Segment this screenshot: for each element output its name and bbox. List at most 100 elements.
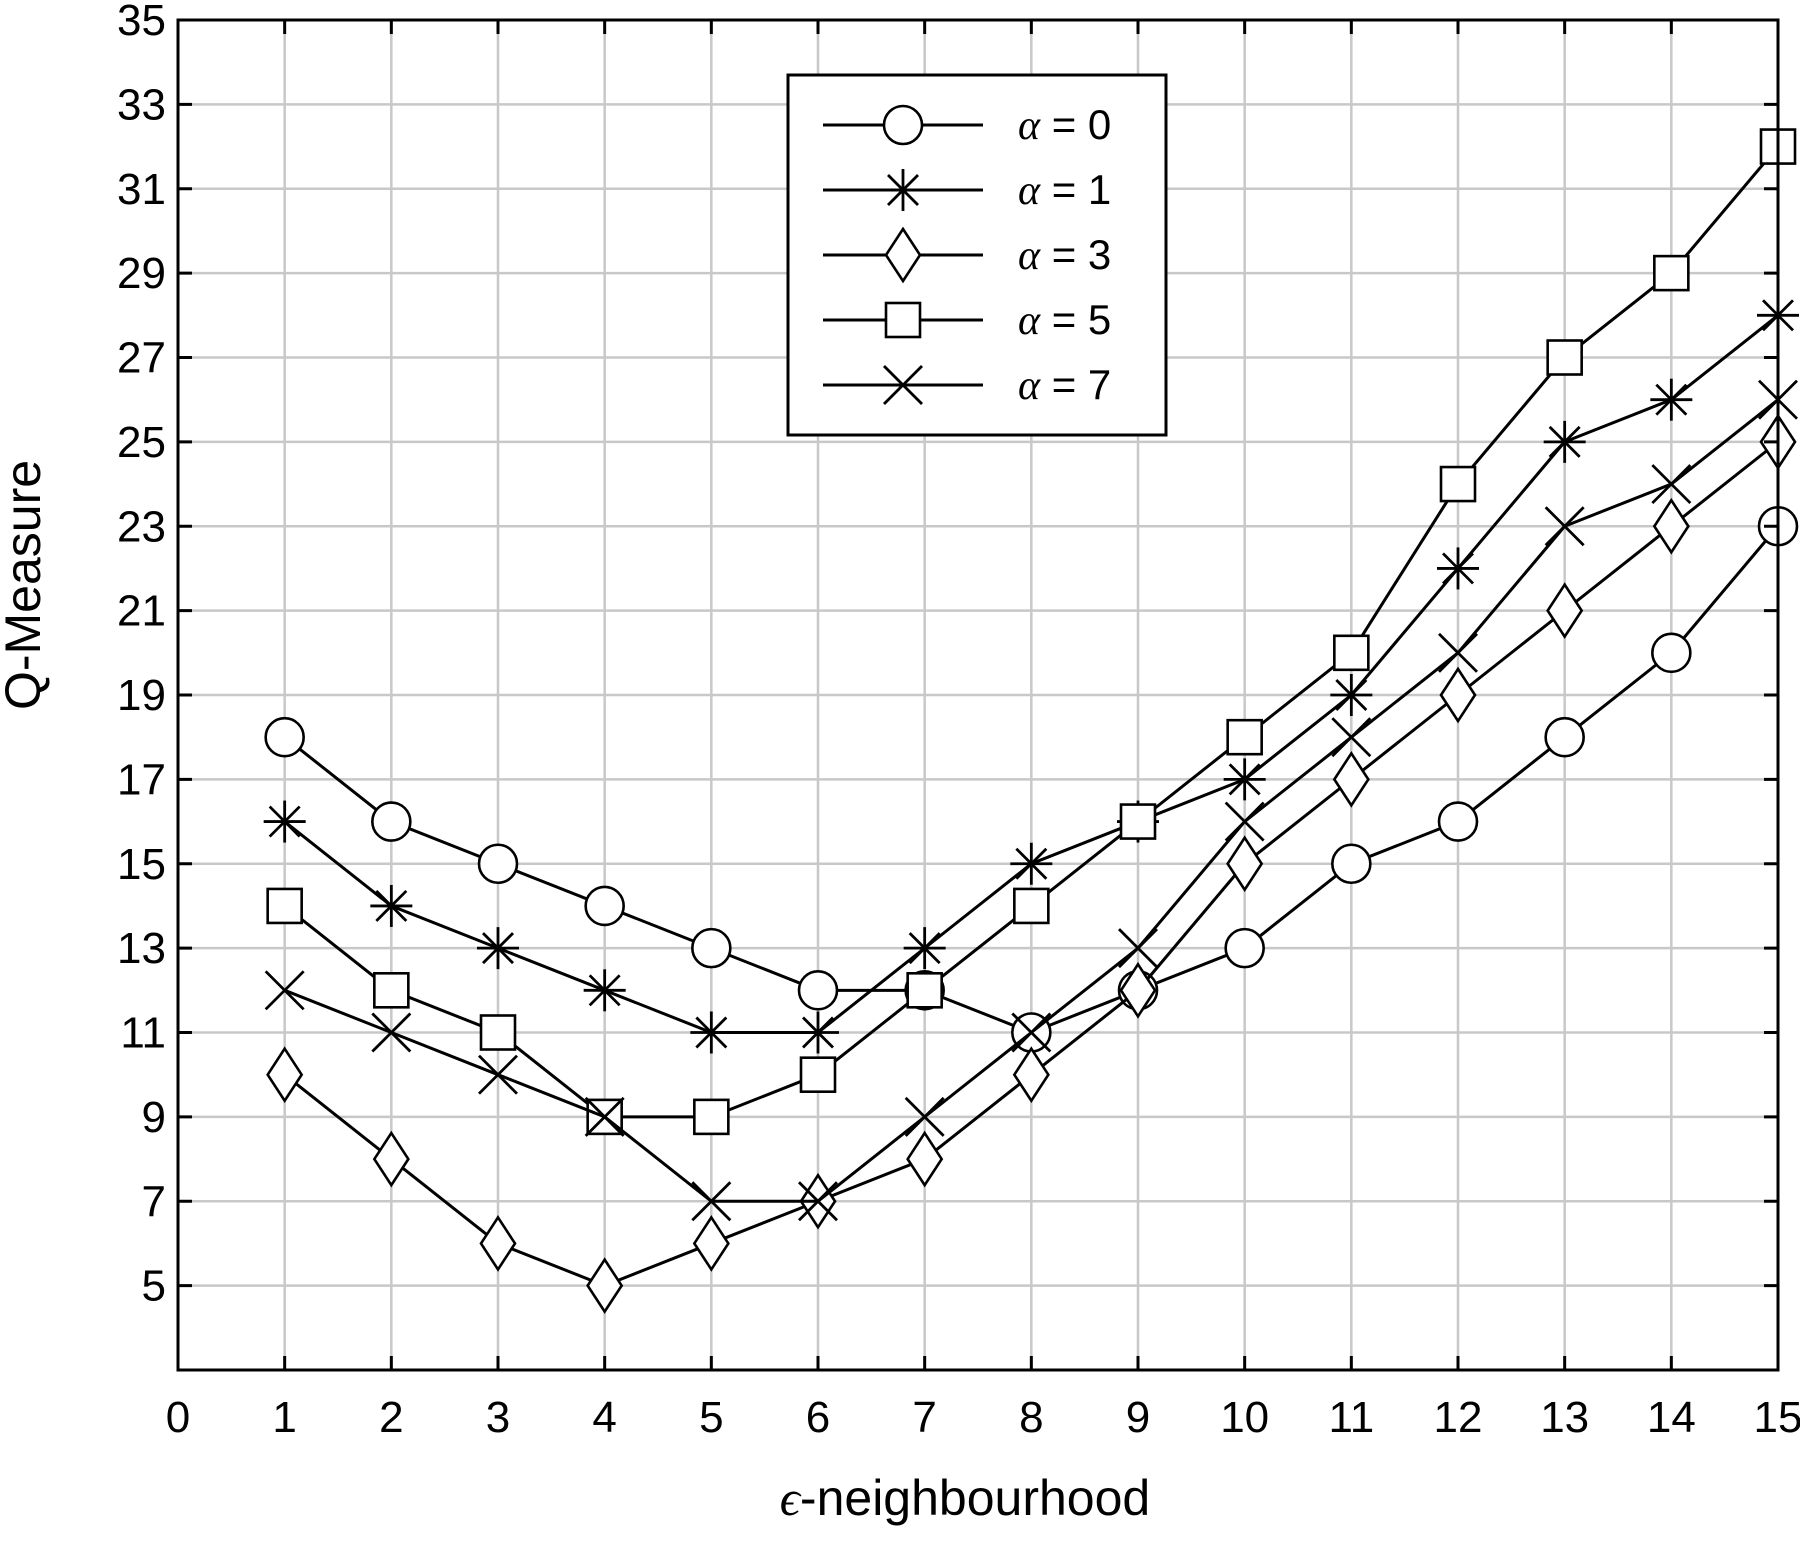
marker-stroke (264, 970, 305, 1011)
data-point-x (1651, 464, 1692, 505)
x-tick-label: 2 (379, 1393, 403, 1442)
x-tick-label: 10 (1220, 1393, 1269, 1442)
data-point-square (799, 1056, 837, 1093)
y-tick-label: 29 (117, 249, 166, 298)
data-point-square (906, 972, 943, 1009)
legend-label-suffix: = 5 (1040, 296, 1111, 343)
marker-stroke (268, 805, 301, 838)
data-point-x (1011, 1012, 1052, 1053)
data-point-circle (1224, 927, 1265, 969)
x-tick-label: 4 (592, 1393, 616, 1442)
y-tick-label: 11 (120, 1009, 166, 1058)
legend-item: α = 1 (823, 166, 1111, 214)
data-point-asterisk (903, 927, 946, 970)
data-point-asterisk (1010, 842, 1053, 885)
marker-stroke (908, 932, 941, 965)
legend-label-symbol: α (1018, 363, 1041, 409)
legend-label-symbol: α (1018, 168, 1041, 214)
x-tick-label: 9 (1126, 1393, 1150, 1442)
data-point-square (1333, 634, 1370, 672)
data-point-circle (797, 970, 839, 1011)
data-point-circle (584, 885, 625, 927)
marker-stroke (798, 1181, 838, 1222)
x-tick-label: 6 (806, 1393, 830, 1442)
series-4 (264, 379, 1798, 1222)
data-point-square (1653, 254, 1690, 292)
x-tick-label: 13 (1540, 1393, 1589, 1442)
x-tick-label: 14 (1647, 1393, 1696, 1442)
data-point-x (584, 1096, 625, 1137)
data-point-square (1546, 339, 1583, 376)
data-point-diamond (266, 1046, 304, 1104)
x-tick-label: 3 (486, 1393, 510, 1442)
x-tick-label: 5 (699, 1393, 723, 1442)
data-point-x (1544, 506, 1585, 547)
x-axis-label-symbol: ϵ (780, 1470, 802, 1526)
x-tick-label: 11 (1328, 1393, 1374, 1442)
x-axis-label: ϵ-neighbourhood (780, 1470, 1150, 1526)
legend-item: α = 0 (823, 101, 1111, 149)
data-point-asterisk (797, 1011, 839, 1054)
marker-stroke (802, 1016, 834, 1049)
legend-item: α = 5 (823, 296, 1111, 344)
data-point-x (1224, 801, 1265, 842)
data-point-diamond (1652, 497, 1690, 555)
x-tick-label: 12 (1434, 1393, 1483, 1442)
legend-label-suffix: = 7 (1040, 361, 1111, 408)
y-tick-label: 27 (117, 334, 166, 383)
x-axis-label-text: -neighbourhood (800, 1470, 1150, 1526)
marker-stroke (1655, 383, 1688, 416)
marker-stroke (691, 1181, 732, 1222)
data-point-x (264, 970, 305, 1011)
legend-label: α = 7 (1018, 361, 1111, 409)
marker-stroke (1335, 679, 1368, 711)
data-point-x (1438, 632, 1478, 673)
legend-label-suffix: = 0 (1040, 101, 1111, 148)
series-2 (266, 413, 1797, 1315)
legend-label: α = 5 (1018, 296, 1111, 344)
marker-stroke (904, 1096, 945, 1137)
data-point-asterisk (583, 969, 626, 1012)
data-point-circle (691, 927, 732, 969)
y-axis-label: Q-Measure (0, 460, 51, 710)
data-point-square (1119, 803, 1157, 840)
legend-label-suffix: = 3 (1040, 231, 1111, 278)
marker-stroke (1011, 1012, 1052, 1053)
data-point-diamond (1546, 582, 1584, 640)
data-point-diamond (372, 1130, 410, 1188)
x-tick-label: 1 (272, 1393, 296, 1442)
data-point-asterisk (477, 927, 519, 970)
data-point-asterisk (1650, 378, 1693, 421)
data-point-square (373, 972, 410, 1009)
data-point-circle (1651, 632, 1692, 674)
y-tick-label: 21 (117, 587, 166, 636)
data-point-asterisk (690, 1011, 733, 1054)
series-3 (266, 128, 1797, 1136)
legend-item: α = 7 (823, 361, 1111, 409)
marker-stroke (588, 974, 621, 1007)
marker-stroke (1224, 801, 1265, 842)
legend-label: α = 3 (1018, 231, 1111, 279)
data-point-x (691, 1181, 732, 1222)
data-point-asterisk (263, 800, 306, 843)
marker-stroke (1015, 847, 1048, 880)
data-point-square (693, 1098, 730, 1136)
y-tick-label: 15 (117, 840, 166, 889)
marker-stroke (478, 1054, 518, 1095)
data-point-diamond (479, 1215, 517, 1272)
marker-stroke (695, 1016, 728, 1049)
marker-stroke (1228, 763, 1261, 796)
legend-label: α = 1 (1018, 166, 1111, 214)
data-point-x (1118, 928, 1158, 969)
y-tick-label: 33 (117, 80, 166, 129)
marker-stroke (1544, 506, 1585, 547)
data-point-circle (264, 716, 305, 758)
data-point-diamond (1226, 835, 1264, 893)
data-point-circle (477, 843, 519, 885)
marker-stroke (1331, 717, 1372, 758)
data-point-asterisk (1543, 420, 1586, 463)
data-point-circle (1437, 801, 1479, 842)
data-point-asterisk (1330, 674, 1373, 716)
marker-stroke (584, 1096, 625, 1137)
data-point-square (479, 1014, 517, 1051)
